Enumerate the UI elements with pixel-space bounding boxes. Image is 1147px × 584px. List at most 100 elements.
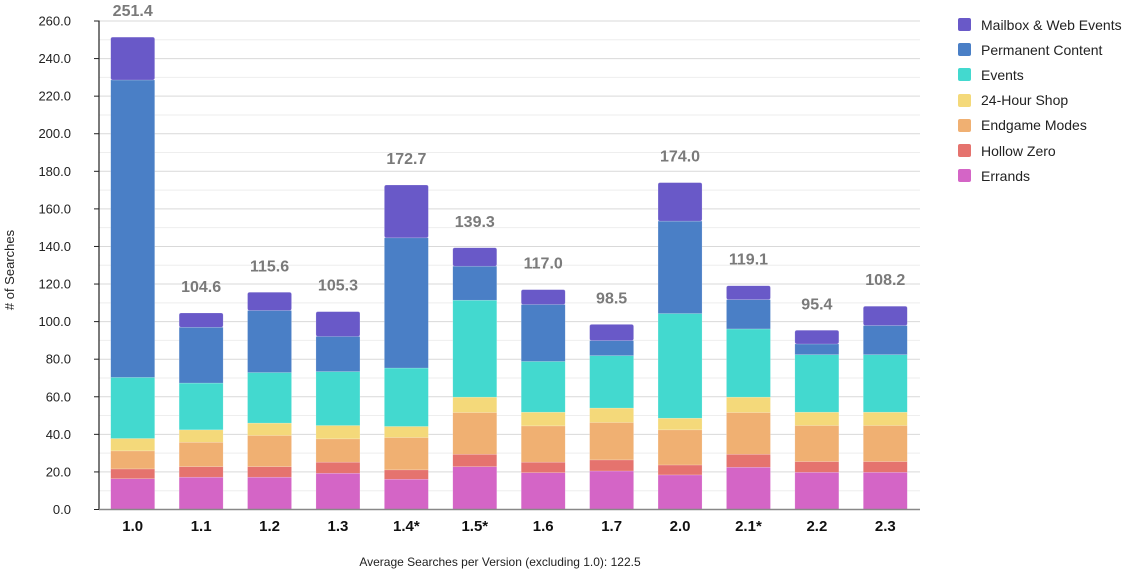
bar-segment-hollow-zero (726, 454, 771, 468)
legend-label: Errands (981, 167, 1031, 184)
x-tick-label: 1.6 (533, 518, 554, 535)
y-tick-label: 260.0 (38, 14, 71, 29)
legend-item: Events (958, 62, 1122, 87)
bar-segment-permanent-content (863, 325, 908, 355)
bar-segment-errands (110, 478, 155, 510)
bar-segment-events (452, 299, 498, 398)
y-tick-label: 80.0 (46, 352, 71, 367)
legend: Mailbox & Web Events Permanent Content Eve… (958, 12, 1122, 188)
bar-segment-hollow-zero (315, 461, 361, 474)
y-tick-label: 60.0 (46, 389, 71, 404)
y-tick-label: 220.0 (38, 89, 71, 104)
bar-segment-endgame-modes (315, 438, 361, 463)
bar-segment-permanent-content (315, 336, 361, 372)
bar-segment-mailbox-web-events (657, 182, 703, 222)
x-tick-label: 2.2 (806, 518, 827, 535)
bar-total-label: 119.1 (729, 252, 768, 269)
bar-segment-hollow-zero (247, 466, 292, 478)
bar-segment-errands (452, 466, 498, 510)
legend-swatch (958, 93, 971, 107)
bar-segment-hollow-zero (657, 464, 703, 476)
bar-segment-events (247, 372, 292, 424)
bar-total-label: 95.4 (801, 296, 832, 313)
x-tick-label: 1.2 (259, 518, 280, 535)
bar-segment-errands (657, 474, 703, 510)
bar-segment-mailbox-web-events (520, 289, 566, 305)
legend-item: Hollow Zero (958, 138, 1122, 163)
bar-stack-2.2 (794, 330, 840, 510)
bar-segment-events (794, 354, 840, 413)
legend-item: 24-Hour Shop (958, 88, 1122, 113)
bar-segment-permanent-content (589, 340, 634, 356)
bar-segment-permanent-content (384, 237, 429, 369)
bar-segment-24-hour-shop (794, 411, 840, 426)
legend-swatch (958, 68, 971, 82)
bar-stack-2.0 (657, 182, 703, 510)
bar-segment-events (657, 313, 703, 419)
bar-stack-1.2 (247, 292, 292, 510)
bar-segment-permanent-content (794, 343, 840, 355)
bar-segment-permanent-content (520, 304, 566, 362)
bar-total-label: 105.3 (318, 278, 358, 295)
legend-swatch (958, 144, 971, 158)
bar-segment-events (589, 355, 634, 409)
bar-segment-errands (863, 472, 908, 510)
average-annotation: Average Searches per Version (excluding … (359, 555, 641, 569)
bar-segment-endgame-modes (794, 425, 840, 462)
bar-segment-errands (589, 470, 634, 510)
bar-segment-mailbox-web-events (110, 36, 155, 81)
bar-segment-endgame-modes (384, 437, 429, 471)
bar-total-label: 139.3 (455, 214, 495, 231)
bar-segment-mailbox-web-events (452, 247, 498, 267)
y-tick-label: 100.0 (38, 314, 71, 329)
legend-label: Events (981, 66, 1024, 83)
bar-total-label: 172.7 (386, 151, 426, 168)
bar-segment-errands (315, 472, 361, 510)
x-axis-ticks: 1.0 1.1 1.2 1.3 1.4* 1.5* 1.6 1.7 2.0 2.1* 2.2 2.3 (122, 518, 895, 535)
bar-segment-errands (726, 466, 771, 510)
legend-label: Mailbox & Web Events (981, 16, 1122, 33)
bar-segment-permanent-content (452, 265, 498, 301)
bar-segment-endgame-modes (726, 412, 771, 455)
bar-segment-mailbox-web-events (863, 305, 908, 326)
legend-swatch (958, 118, 971, 132)
bar-segment-events (863, 354, 908, 413)
legend-label: 24-Hour Shop (981, 92, 1069, 109)
y-axis-title: # of Searches (2, 229, 17, 310)
bar-segment-mailbox-web-events (794, 330, 840, 345)
bar-total-label: 98.5 (596, 290, 627, 307)
bar-segment-permanent-content (110, 79, 155, 378)
bar-segment-24-hour-shop (452, 396, 498, 413)
bar-segment-mailbox-web-events (178, 312, 224, 328)
y-tick-label: 200.0 (38, 126, 71, 141)
bar-segment-24-hour-shop (589, 407, 634, 423)
legend-item: Mailbox & Web Events (958, 12, 1122, 37)
bars (110, 36, 908, 510)
bar-total-label: 108.2 (865, 272, 905, 289)
bar-segment-hollow-zero (452, 454, 498, 467)
bar-total-label: 115.6 (250, 258, 289, 275)
y-tick-label: 20.0 (46, 464, 71, 479)
bar-segment-errands (178, 476, 224, 510)
bar-segment-endgame-modes (452, 412, 498, 455)
x-tick-label: 1.1 (191, 518, 212, 535)
bar-segment-events (384, 367, 429, 427)
bar-stack-1.0 (110, 36, 155, 510)
bar-segment-hollow-zero (589, 459, 634, 472)
x-tick-label: 1.7 (601, 518, 622, 535)
bar-segment-24-hour-shop (178, 429, 224, 443)
bar-segment-errands (247, 476, 292, 510)
bar-segment-endgame-modes (657, 429, 703, 466)
bar-segment-mailbox-web-events (589, 324, 634, 341)
bar-segment-24-hour-shop (110, 438, 155, 452)
axes (98, 20, 920, 511)
legend-item: Errands (958, 163, 1122, 188)
bar-total-label: 104.6 (181, 279, 221, 296)
y-tick-label: 0.0 (53, 502, 71, 517)
bar-segment-hollow-zero (110, 468, 155, 479)
y-tick-label: 240.0 (38, 51, 71, 66)
x-tick-label: 1.3 (328, 518, 349, 535)
bar-segment-errands (384, 479, 429, 510)
legend-swatch (958, 169, 971, 183)
